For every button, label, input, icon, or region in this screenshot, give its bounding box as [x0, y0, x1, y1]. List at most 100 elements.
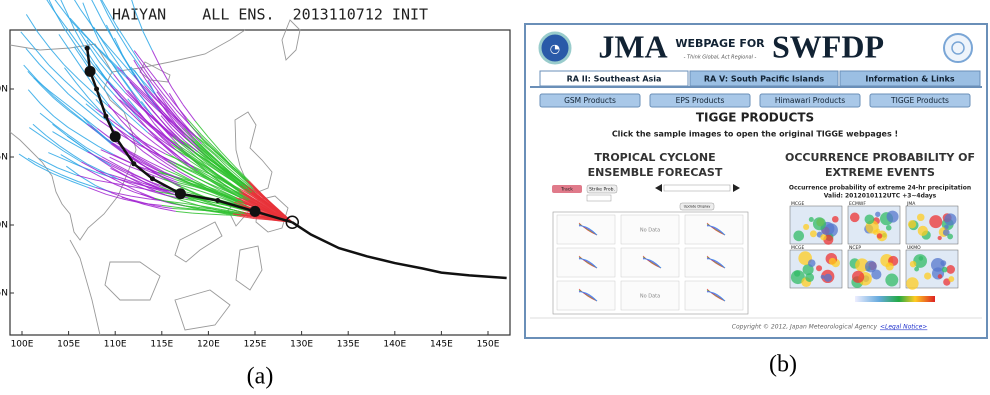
map-label: ECMWF [849, 201, 866, 207]
prob-blob [887, 211, 899, 223]
lon-label: 125E [244, 340, 267, 350]
prob-blob [944, 213, 956, 225]
ensemble-segment [70, 0, 80, 10]
thumbnail[interactable] [685, 248, 743, 277]
prob-blob [821, 275, 825, 279]
right-title: OCCURRENCE PROBABILITY OF [785, 151, 975, 164]
prob-blob [908, 220, 916, 228]
lat-label: 10N [0, 221, 8, 231]
map-label: UKMO [907, 245, 921, 251]
lon-label: 135E [337, 340, 360, 350]
map-label: MCGE [791, 201, 805, 207]
prob-blob [944, 225, 949, 230]
prob-blob [877, 233, 882, 238]
right-title: EXTREME EVENTS [825, 166, 935, 179]
lon-label: 140E [383, 340, 406, 350]
lon-label: 150E [477, 340, 500, 350]
tab-label[interactable]: Information & Links [865, 75, 954, 84]
no-data: No Data [640, 294, 660, 300]
product-button-label[interactable]: GSM Products [564, 96, 616, 105]
panel-b: ◔ JMA WEBPAGE FOR - Think Global, Act Re… [525, 24, 987, 378]
prob-blob [832, 216, 839, 223]
lon-label: 120E [197, 340, 220, 350]
thumbnail[interactable] [557, 215, 615, 244]
prob-blob [940, 260, 946, 266]
ensemble-segment [95, 0, 105, 7]
select-box[interactable] [587, 195, 611, 201]
track-dot [215, 198, 220, 203]
prob-blob [865, 261, 877, 273]
prob-blob [938, 236, 942, 240]
thumbnail[interactable] [557, 248, 615, 277]
thumbnail[interactable] [685, 215, 743, 244]
prob-blob [873, 230, 878, 235]
thumbnail[interactable] [685, 281, 743, 310]
tab-label[interactable]: RA V: South Pacific Islands [704, 75, 825, 84]
prob-blob [813, 217, 826, 230]
legal-link[interactable]: <Legal Notice> [880, 324, 927, 331]
thumbnail[interactable] [621, 248, 679, 277]
map-frame [10, 30, 510, 335]
track-dot [94, 87, 99, 92]
lat-label: 15N [0, 153, 8, 163]
prob-blob [865, 215, 875, 225]
prob-blob [948, 276, 954, 282]
jma-title: JMA [598, 28, 667, 64]
prob-blob [875, 212, 880, 217]
track-dot [85, 46, 90, 51]
prob-blob [929, 215, 942, 228]
prob-blob [824, 274, 832, 282]
prob-blob [938, 274, 943, 279]
date-box[interactable] [664, 185, 730, 191]
left-title: TROPICAL CYCLONE [594, 151, 715, 164]
prob-blob [946, 265, 955, 274]
prob-blob [805, 273, 814, 282]
caption: (a) [247, 364, 274, 390]
map-title: HAIYAN ALL ENS. 2013110712 INIT [112, 6, 428, 24]
tab-label[interactable]: RA II: Southeast Asia [567, 75, 662, 84]
prob-blob [918, 226, 928, 236]
left-title: ENSEMBLE FORECAST [588, 166, 723, 179]
map-label: JMA [906, 201, 916, 207]
track-button-label[interactable]: Track [560, 187, 573, 193]
prob-blob [919, 256, 924, 261]
ensemble-segment [66, 10, 75, 30]
prob-blob [803, 224, 809, 230]
right-subtitle: Valid: 2012010112UTC +3~4days [824, 193, 937, 200]
lon-label: 110E [104, 340, 127, 350]
lon-label: 145E [430, 340, 453, 350]
prob-blob [917, 214, 924, 221]
lat-label: 20N [0, 85, 8, 95]
prob-blob [942, 267, 948, 273]
prob-blob [829, 258, 836, 265]
logo-mark: ◔ [550, 42, 560, 56]
lon-label: 105E [57, 340, 80, 350]
prob-blob [886, 262, 894, 270]
prob-blob [906, 277, 918, 289]
lat-label: 5N [0, 289, 8, 299]
un-logo [944, 34, 972, 62]
prob-blob [793, 231, 804, 242]
panel-a: HAIYAN ALL ENS. 2013110712 INIT 20N 15N 10… [0, 0, 510, 390]
figure: HAIYAN ALL ENS. 2013110712 INIT 20N 15N 10… [0, 0, 990, 395]
update-button-label[interactable]: Update Display [684, 205, 711, 209]
prob-blob [924, 272, 931, 279]
heading: TIGGE PRODUCTS [696, 111, 814, 125]
prob-blob [816, 265, 822, 271]
product-button-label[interactable]: EPS Products [676, 96, 725, 105]
prob-blob [820, 234, 826, 240]
track-dot [85, 66, 96, 77]
product-button-label[interactable]: Himawari Products [775, 96, 845, 105]
prob-blob [886, 225, 892, 231]
ensemble-segment [93, 3, 102, 22]
prob-blob [808, 259, 816, 267]
prob-blob [809, 217, 814, 222]
prob-blob [810, 230, 817, 237]
strike-button-label[interactable]: Strike Prob. [589, 187, 615, 193]
track-dot [110, 131, 121, 142]
product-button-label[interactable]: TIGGE Products [890, 96, 949, 105]
ensemble-segment [84, 0, 94, 3]
thumbnail[interactable] [557, 281, 615, 310]
webpage-for: WEBPAGE FOR [675, 37, 765, 50]
colorbar [855, 296, 935, 302]
